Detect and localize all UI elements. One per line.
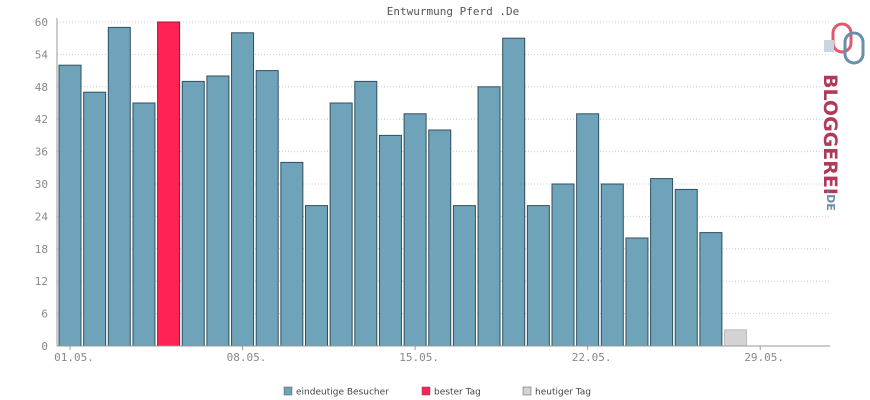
x-tick-label: 29.05.	[744, 351, 784, 364]
bar	[378, 134, 402, 347]
bar-best-day	[157, 21, 181, 347]
y-tick-labels: 0 6 12 18 24 30 36 42 48 54 60	[35, 16, 49, 353]
bar	[181, 80, 205, 347]
y-tick-label: 12	[35, 275, 48, 288]
bar-today	[724, 329, 748, 347]
y-tick-label: 42	[35, 113, 48, 126]
x-tick-labels: 01.05. 08.05. 15.05. 22.05. 29.05.	[54, 351, 784, 364]
bars	[58, 21, 748, 347]
bar	[403, 113, 427, 347]
legend-swatch	[421, 386, 431, 396]
bar	[305, 205, 328, 347]
x-tick-label: 22.05.	[572, 351, 612, 364]
bar	[551, 183, 575, 347]
bar	[526, 205, 550, 347]
x-tick-label: 08.05.	[227, 351, 267, 364]
bar	[329, 102, 353, 347]
logo-suffix: .DE	[824, 190, 837, 211]
bar	[452, 205, 476, 347]
legend-swatch	[283, 386, 293, 396]
bar	[107, 26, 131, 347]
logo-icon	[824, 22, 865, 65]
y-tick-label: 6	[41, 308, 48, 321]
bar	[650, 178, 674, 347]
bar	[600, 183, 624, 347]
bar	[58, 64, 82, 347]
legend-swatch	[522, 386, 532, 396]
bar	[231, 32, 255, 347]
y-tick-label: 18	[35, 243, 48, 256]
bar	[477, 86, 501, 347]
legend-label: bester Tag	[434, 388, 481, 398]
legend-label: eindeutige Besucher	[296, 388, 389, 398]
bar	[699, 232, 723, 347]
bloggerei-logo: BLOGGEREI .DE	[819, 22, 865, 211]
bar	[428, 129, 452, 347]
y-tick-label: 0	[41, 340, 48, 353]
bar	[502, 37, 526, 347]
y-tick-label: 54	[35, 48, 49, 61]
bar	[674, 188, 698, 347]
x-tick-label: 15.05.	[399, 351, 439, 364]
legend: eindeutige Besucher bester Tag heutiger Ta…	[283, 386, 591, 398]
chart-title: Entwurmung Pferd .De	[387, 5, 519, 18]
logo-text: BLOGGEREI	[819, 74, 841, 195]
bar	[625, 237, 649, 347]
bar	[280, 161, 304, 347]
y-tick-label: 60	[35, 16, 48, 29]
bar	[83, 91, 107, 347]
y-tick-label: 24	[35, 210, 49, 223]
y-tick-label: 30	[35, 178, 48, 191]
bar	[132, 102, 156, 347]
legend-label: heutiger Tag	[535, 388, 591, 398]
x-tick-label: 01.05.	[54, 351, 94, 364]
bar	[255, 70, 279, 347]
bar	[354, 80, 378, 347]
y-tick-label: 36	[35, 146, 48, 159]
axes	[56, 18, 830, 350]
bar	[576, 113, 600, 347]
y-tick-label: 48	[35, 81, 48, 94]
bar	[206, 75, 230, 347]
